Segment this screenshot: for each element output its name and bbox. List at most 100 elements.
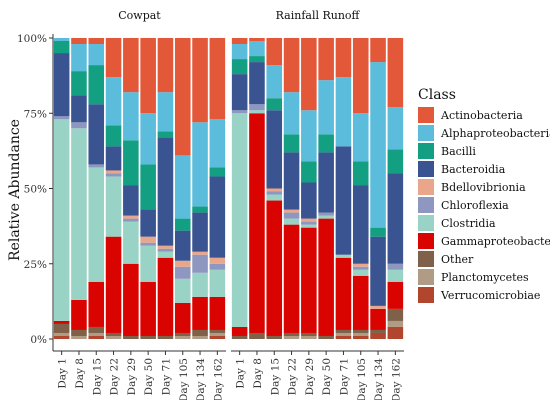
- bar-segment-planctomycetes: [71, 335, 87, 339]
- bar-segment-bacteroidia: [370, 236, 386, 306]
- bar-segment-planctomycetes: [283, 335, 300, 339]
- bar-segment-other: [266, 335, 283, 339]
- bar-segment-planctomycetes: [301, 335, 317, 339]
- legend-swatch: [418, 251, 434, 267]
- bar-segment-bdellovibrionia: [157, 245, 174, 249]
- bar-segment-verrucomicrobiae: [88, 335, 105, 339]
- bar-segment-clostridia: [249, 110, 265, 114]
- bar-segment-alphaproteobacteria: [53, 38, 70, 42]
- bar-segment-bacilli: [266, 98, 283, 111]
- bar-segment-chloroflexia: [301, 221, 317, 225]
- bar-segment-actinobacteria: [209, 38, 226, 120]
- x-tick-label: Day 134: [373, 358, 385, 400]
- bar-segment-other: [123, 335, 139, 339]
- bar-segment-alphaproteobacteria: [318, 80, 334, 135]
- bar-segment-bacilli: [352, 161, 369, 186]
- legend-swatch: [418, 107, 434, 123]
- bar-segment-actinobacteria: [283, 38, 300, 93]
- bar-segment-alphaproteobacteria: [140, 113, 156, 165]
- bar-segment-chloroflexia: [352, 266, 369, 270]
- bar-segment-actinobacteria: [352, 38, 369, 114]
- stacked-bar: [157, 38, 174, 339]
- legend-label: Bdellovibrionia: [441, 181, 526, 194]
- legend-label: Chloroflexia: [441, 199, 509, 212]
- bar-segment-bdellovibrionia: [301, 218, 317, 222]
- bar-segment-clostridia: [157, 251, 174, 258]
- bar-segment-bacilli: [301, 161, 317, 183]
- bar-segment-bacteroidia: [249, 62, 265, 105]
- bar-segment-alphaproteobacteria: [71, 44, 87, 72]
- bar-segment-actinobacteria: [105, 38, 122, 78]
- bar-segment-other: [209, 329, 226, 333]
- bar-segment-chloroflexia: [71, 122, 87, 129]
- bar-segment-chloroflexia: [88, 164, 105, 168]
- bar-segment-chloroflexia: [53, 116, 70, 120]
- bar-segment-bdellovibrionia: [123, 215, 139, 219]
- bar-segment-chloroflexia: [105, 173, 122, 177]
- bar-segment-actinobacteria: [71, 38, 87, 45]
- bar-segment-clostridia: [387, 269, 404, 282]
- x-tick-label: Day 162: [212, 358, 224, 400]
- bar-segment-gammaproteobacteria: [318, 218, 334, 336]
- bar-segment-gammaproteobacteria: [387, 281, 404, 309]
- bar-segment-clostridia: [140, 245, 156, 282]
- bar-segment-gammaproteobacteria: [174, 302, 191, 333]
- bar-segment-verrucomicrobiae: [53, 335, 70, 339]
- bar-segment-bdellovibrionia: [174, 260, 191, 267]
- bar-segment-bacilli: [318, 134, 334, 153]
- bar-segment-bacilli: [231, 59, 248, 75]
- bar-segment-alphaproteobacteria: [174, 155, 191, 219]
- legend-label: Verrucomicrobiae: [440, 289, 540, 302]
- bar-segment-verrucomicrobiae: [370, 332, 386, 339]
- legend-swatch: [418, 179, 434, 195]
- bar-segment-other: [387, 308, 404, 321]
- x-tick-label: Day 71: [160, 358, 172, 395]
- bar-segment-bacteroidia: [301, 182, 317, 219]
- bar-segment-actinobacteria: [370, 38, 386, 63]
- bar-segment-other: [352, 329, 369, 333]
- bar-segment-other: [192, 329, 208, 336]
- stacked-bar: [231, 38, 248, 339]
- legend-swatch: [418, 269, 434, 285]
- bar-segment-chloroflexia: [318, 212, 334, 216]
- legend-label: Other: [441, 253, 474, 266]
- bar-segment-bacteroidia: [105, 146, 122, 171]
- x-tick-label: Day 8: [74, 358, 86, 389]
- bar-segment-verrucomicrobiae: [352, 335, 369, 339]
- bar-segment-clostridia: [53, 119, 70, 321]
- legend-item: Gammaproteobacteria: [418, 233, 550, 249]
- legend-swatch: [418, 197, 434, 213]
- bar-segment-bacilli: [370, 227, 386, 237]
- bar-segment-bacteroidia: [53, 53, 70, 117]
- bar-segment-actinobacteria: [266, 38, 283, 66]
- bar-segment-bacteroidia: [88, 104, 105, 165]
- bar-segment-bacteroidia: [387, 173, 404, 264]
- bar-segment-bdellovibrionia: [283, 209, 300, 213]
- bar-segment-actinobacteria: [123, 38, 139, 93]
- bar-segment-planctomycetes: [352, 332, 369, 336]
- bar-segment-bacilli: [174, 218, 191, 231]
- bar-segment-clostridia: [88, 167, 105, 282]
- stacked-bar: [209, 38, 226, 339]
- bar-segment-chloroflexia: [283, 212, 300, 219]
- bar-segment-verrucomicrobiae: [387, 326, 404, 339]
- bar-segment-other: [301, 332, 317, 336]
- bar-segment-clostridia: [231, 113, 248, 327]
- stacked-bar: [71, 38, 87, 339]
- y-tick-label: 100%: [17, 33, 47, 45]
- legend-item: Other: [418, 251, 474, 267]
- legend-swatch: [418, 161, 434, 177]
- facet-panel: Rainfall Runoff Day 1 Day 8 Day 15 Day 22 Day…: [231, 9, 404, 400]
- y-tick-label: 0%: [30, 334, 47, 346]
- stacked-bar: [249, 38, 265, 339]
- panel-title: Rainfall Runoff: [276, 9, 361, 22]
- stacked-bar: [387, 38, 404, 339]
- bar-segment-verrucomicrobiae: [335, 335, 352, 339]
- legend-swatch: [418, 143, 434, 159]
- bar-segment-gammaproteobacteria: [123, 263, 139, 336]
- bar-segment-other: [157, 335, 174, 339]
- bar-segment-bdellovibrionia: [370, 305, 386, 309]
- bar-segment-planctomycetes: [335, 332, 352, 336]
- bar-segment-planctomycetes: [174, 335, 191, 339]
- legend-label: Planctomycetes: [441, 271, 529, 284]
